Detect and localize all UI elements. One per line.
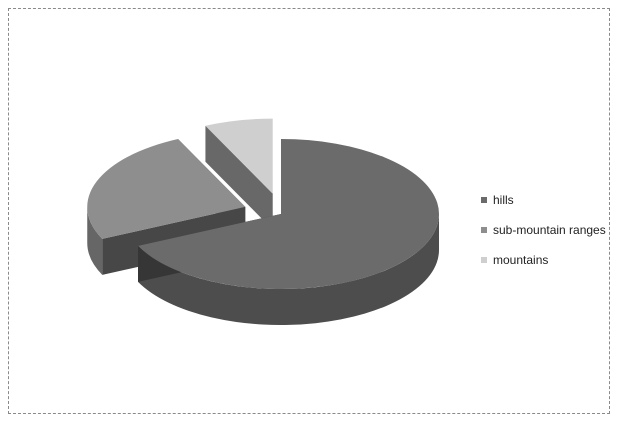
pie-chart <box>87 118 439 325</box>
pie-slice-mountains <box>205 118 273 230</box>
pie-slice-cut-mountains-0 <box>205 125 273 230</box>
pie-slice-hills <box>138 139 439 325</box>
chart-frame: hills sub-mountain ranges mountains <box>8 8 610 414</box>
legend-label-hills: hills <box>493 193 514 207</box>
pie-slice-side-hills <box>138 214 439 325</box>
legend-swatch-sub-mountain-ranges <box>481 227 487 233</box>
pie-slice-top-mountains <box>205 118 273 194</box>
legend-item-sub-mountain-ranges: sub-mountain ranges <box>481 222 606 238</box>
legend-label-mountains: mountains <box>493 253 549 267</box>
legend-label-sub-mountain-ranges: sub-mountain ranges <box>493 223 606 237</box>
legend-item-hills: hills <box>481 192 606 208</box>
pie-slice-top-hills <box>138 139 439 289</box>
legend-item-mountains: mountains <box>481 252 606 268</box>
legend-swatch-hills <box>481 197 487 203</box>
pie-slice-side-sub-mountain-ranges <box>87 206 103 275</box>
pie-slice-top-sub-mountain-ranges <box>87 139 246 239</box>
chart-legend: hills sub-mountain ranges mountains <box>481 192 606 282</box>
legend-swatch-mountains <box>481 257 487 263</box>
